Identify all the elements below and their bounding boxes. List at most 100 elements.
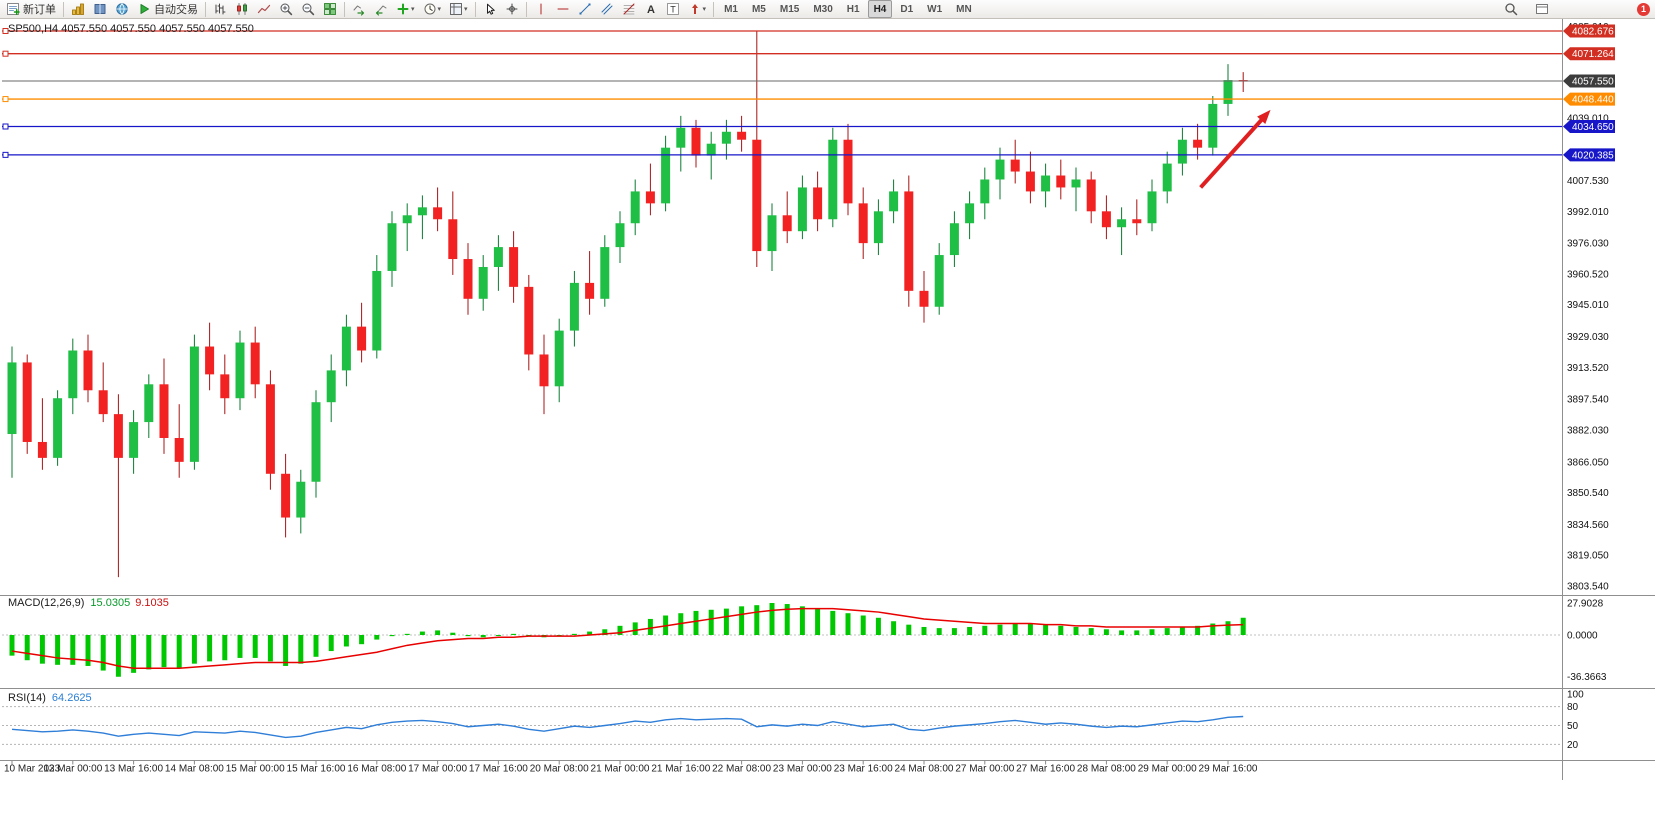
charts-button[interactable] [68, 0, 88, 19]
candle-body [83, 350, 93, 391]
macd-histogram [9, 603, 1246, 677]
macd-bar [617, 625, 623, 635]
macd-bar [769, 603, 775, 635]
templates-button[interactable]: ▾ [446, 0, 471, 19]
price-axis-label: 3929.030 [1567, 332, 1609, 343]
line-handle[interactable] [2, 28, 9, 34]
macd-bar [982, 625, 988, 635]
macd-signal-value: 9.1035 [135, 597, 169, 609]
candle-body [387, 223, 397, 271]
vertical-line-button[interactable] [531, 0, 551, 19]
trendline-button[interactable] [575, 0, 595, 19]
bar-chart-button[interactable] [210, 0, 230, 19]
rsi-name: RSI(14) [8, 692, 46, 704]
macd-bar [495, 635, 501, 636]
notification-badge[interactable]: 1 [1637, 2, 1650, 16]
candle-body [585, 282, 595, 299]
periods-button[interactable]: ▾ [420, 0, 445, 19]
macd-bar [237, 635, 243, 658]
price-axis-label: 3882.030 [1567, 425, 1609, 436]
rsi-axis-label: 80 [1567, 702, 1579, 713]
macd-bar [252, 635, 258, 658]
price-axis-label: 3819.050 [1567, 551, 1609, 562]
price-tag-4071.264: 4071.264 [1563, 47, 1615, 61]
timeframe-d1-button[interactable]: D1 [900, 3, 914, 15]
text-label-button[interactable]: T [663, 0, 683, 19]
price-tag-4020.385: 4020.385 [1563, 148, 1615, 162]
zoom-in-button[interactable] [276, 0, 296, 19]
channel-icon [600, 2, 614, 16]
toggle-panel-button[interactable] [1532, 0, 1552, 19]
zoom-out-button[interactable] [298, 0, 318, 19]
timeframe-m30-button[interactable]: M30 [813, 3, 833, 15]
chart-gold-icon [71, 2, 85, 16]
trend-arrow-annotation[interactable] [1199, 109, 1271, 189]
timeframe-h1-button[interactable]: H1 [846, 3, 860, 15]
textA-icon: A [644, 2, 658, 16]
candle-body [129, 422, 139, 458]
price-axis-label: 3976.030 [1567, 239, 1609, 250]
market-watch-button[interactable] [90, 0, 110, 19]
text-button[interactable]: A [641, 0, 661, 19]
linechart-icon [257, 2, 271, 16]
equidistant-channel-button[interactable] [597, 0, 617, 19]
new-order-button[interactable]: 新订单 [3, 0, 59, 19]
rsi-indicator-label: RSI(14) 64.2625 [8, 692, 92, 704]
navigator-button[interactable] [112, 0, 132, 19]
fibo-icon [622, 2, 636, 16]
macd-bar [435, 630, 441, 635]
timeframe-m15-button[interactable]: M15 [779, 3, 800, 15]
timeframe-w1-button[interactable]: W1 [927, 3, 943, 15]
chevron-down-icon[interactable]: ▾ [464, 5, 468, 13]
chart-shift-button[interactable] [371, 0, 391, 19]
candle-body [1056, 175, 1066, 188]
candlestick-chart-button[interactable] [232, 0, 252, 19]
candle-body [554, 330, 564, 387]
chevron-down-icon[interactable]: ▾ [437, 5, 442, 13]
macd-bar [693, 610, 699, 635]
line-handle[interactable] [2, 123, 9, 130]
tile-windows-button[interactable] [320, 0, 340, 19]
auto-scroll-button[interactable] [349, 0, 369, 19]
fibonacci-button[interactable] [619, 0, 639, 19]
bars-icon [213, 2, 227, 16]
indicators-button[interactable]: ▾ [393, 0, 418, 19]
line-chart-button[interactable] [254, 0, 274, 19]
horizontal-line-button[interactable] [553, 0, 573, 19]
macd-bar [860, 615, 866, 635]
time-axis-label: 13 Mar 16:00 [104, 764, 163, 775]
candle-body [372, 270, 382, 351]
candle-body [1101, 211, 1111, 228]
candle-body [767, 215, 777, 252]
line-handle[interactable] [2, 151, 9, 158]
crosshair-button[interactable] [502, 0, 522, 19]
autotrading-button[interactable]: 自动交易 [134, 0, 201, 19]
line-handle[interactable] [2, 96, 9, 103]
line-handle[interactable] [2, 50, 9, 57]
macd-bar [1134, 630, 1140, 635]
timeframe-m1-button[interactable]: M1 [724, 3, 738, 15]
timeframe-m5-button[interactable]: M5 [751, 3, 766, 15]
macd-bar [374, 635, 380, 640]
candlesticks [7, 30, 1248, 578]
cursor-button[interactable] [480, 0, 500, 19]
time-axis-label: 13 Mar 00:00 [43, 764, 102, 775]
timeframe-h4-button[interactable]: H4 [867, 0, 893, 18]
macd-bar [24, 635, 30, 661]
search-button[interactable] [1501, 0, 1521, 19]
timeframe-mn-button[interactable]: MN [956, 3, 972, 15]
candle-body [1208, 103, 1218, 148]
macd-bar [511, 633, 517, 635]
plus-green-icon [396, 2, 410, 16]
chevron-down-icon[interactable]: ▾ [702, 5, 707, 13]
rsi-axis-label: 20 [1567, 740, 1579, 751]
candle-body [539, 354, 549, 387]
candle-body [1147, 191, 1157, 224]
chevron-down-icon[interactable]: ▾ [411, 5, 415, 13]
macd-axis-label: 27.9028 [1567, 598, 1604, 609]
toolbar-separator [713, 1, 715, 17]
time-axis-label: 15 Mar 16:00 [287, 764, 346, 775]
arrows-button[interactable]: ▾ [685, 0, 710, 19]
